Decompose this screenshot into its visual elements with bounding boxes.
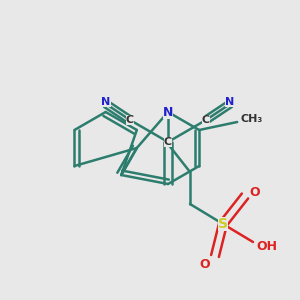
Text: O: O	[250, 185, 260, 199]
Text: C: C	[202, 115, 210, 125]
Text: N: N	[101, 97, 111, 107]
Text: N: N	[225, 97, 235, 107]
Text: C: C	[164, 137, 172, 147]
Text: O: O	[200, 257, 210, 271]
Text: N: N	[163, 106, 173, 118]
Text: C: C	[126, 115, 134, 125]
Text: OH: OH	[256, 239, 278, 253]
Text: CH₃: CH₃	[240, 114, 262, 124]
Text: S: S	[218, 217, 228, 231]
